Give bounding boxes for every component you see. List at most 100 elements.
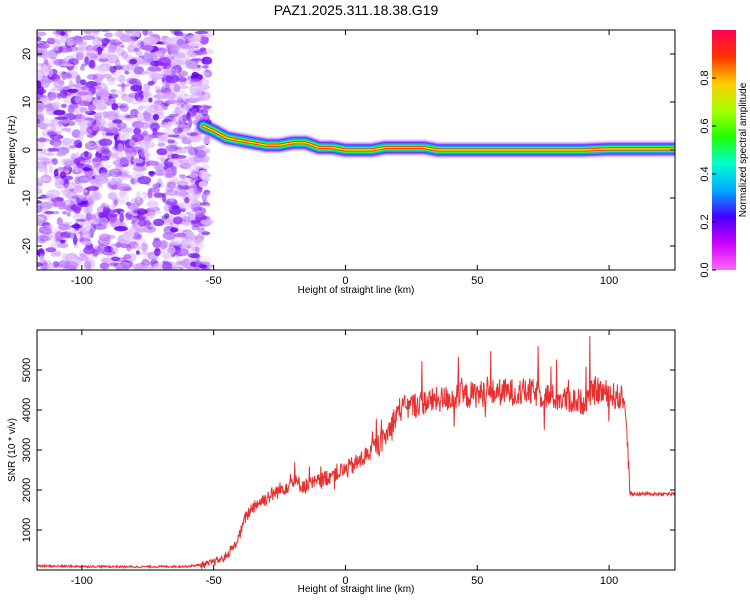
noise-blob [200,219,214,225]
noise-blob [57,93,62,100]
noise-blob [128,78,141,85]
noise-blob [147,189,153,199]
noise-blob [37,43,50,49]
noise-blob [98,138,113,147]
noise-blob [190,78,201,83]
noise-blob [53,78,65,88]
noise-blob [88,30,100,37]
noise-blob [205,191,210,196]
noise-blob [133,166,147,172]
noise-blob [121,77,127,83]
noise-blob [160,123,170,128]
noise-blob [67,104,79,109]
colorbar-gradient [712,30,736,270]
snr-panel: -100 -50 0 50 100 1000 2000 3000 4000 5000 Heigh… [7,329,676,595]
noise-blob [109,152,119,159]
noise-blob [69,188,75,192]
noise-blob [60,231,74,239]
noise-blob [119,157,130,167]
noise-blob [79,160,87,164]
noise-blob [131,170,144,179]
noise-blob [141,242,148,252]
noise-blob [153,237,160,241]
noise-blob [86,74,98,80]
ridge-band [202,125,675,151]
noise-blob [130,108,139,117]
noise-blob [122,186,133,191]
noise-blob [88,60,96,69]
noise-blob [84,56,89,66]
noise-blob [168,43,181,52]
noise-blob [151,132,165,136]
noise-blob [82,167,91,171]
colorbar-tick-label: 0.2 [699,214,711,229]
noise-blob [119,103,129,112]
noise-blob [205,203,211,207]
spectrogram-x-ticks: -100 -50 0 50 100 [71,30,618,287]
noise-blob [39,117,51,125]
noise-blob [164,213,170,219]
noise-blob [141,70,150,75]
noise-blob [59,73,67,79]
noise-blob [102,204,111,208]
noise-blob [66,127,72,133]
noise-blob [60,103,67,109]
noise-blob [129,139,136,147]
noise-blob [202,65,209,69]
noise-blob [143,82,151,93]
noise-blob [136,209,149,215]
noise-blob [193,187,202,195]
noise-blob [72,213,86,221]
noise-blob [54,177,63,183]
noise-blob [117,261,130,270]
noise-blob [153,218,165,227]
noise-blob [136,97,142,106]
noise-blob [148,170,156,176]
noise-blob [64,200,71,206]
noise-blob [201,192,207,203]
noise-blob [107,39,117,43]
noise-blob [83,117,95,121]
noise-blob [120,44,125,48]
noise-blob [155,110,165,115]
noise-blob [194,89,203,97]
noise-blob [189,209,203,213]
spectrogram-y-label: Frequency (Hz) [7,116,18,185]
noise-blob [150,187,160,193]
noise-blob [144,52,156,59]
noise-blob [80,240,92,246]
noise-blob [186,111,191,121]
noise-blob [113,199,118,207]
noise-blob [176,123,188,128]
noise-blob [95,145,107,154]
noise-blob [75,218,87,222]
noise-blob [184,93,189,98]
noise-blob [108,32,114,38]
noise-blob [123,114,138,119]
noise-blob [125,174,133,178]
noise-blob [45,50,57,59]
noise-blob [74,222,80,231]
noise-blob [54,231,64,242]
noise-blob [76,48,85,58]
noise-blob [133,127,142,135]
noise-blob [37,113,45,124]
noise-blob [140,152,152,159]
noise-blob [165,189,178,196]
noise-blob [189,38,203,42]
colorbar-tick-label: 0.6 [699,118,711,133]
noise-blob [85,212,92,221]
x-tick-label: 100 [600,275,618,287]
noise-blob [109,180,116,185]
noise-blob [86,164,101,169]
noise-blob [73,139,83,148]
noise-blob [152,238,162,249]
noise-blob [201,56,213,65]
noise-blob [58,120,63,128]
noise-blob [37,195,49,201]
noise-blob [62,57,68,62]
noise-blob [137,105,144,111]
noise-blob [185,238,199,246]
noise-blob [197,227,205,233]
noise-blob [101,37,110,46]
